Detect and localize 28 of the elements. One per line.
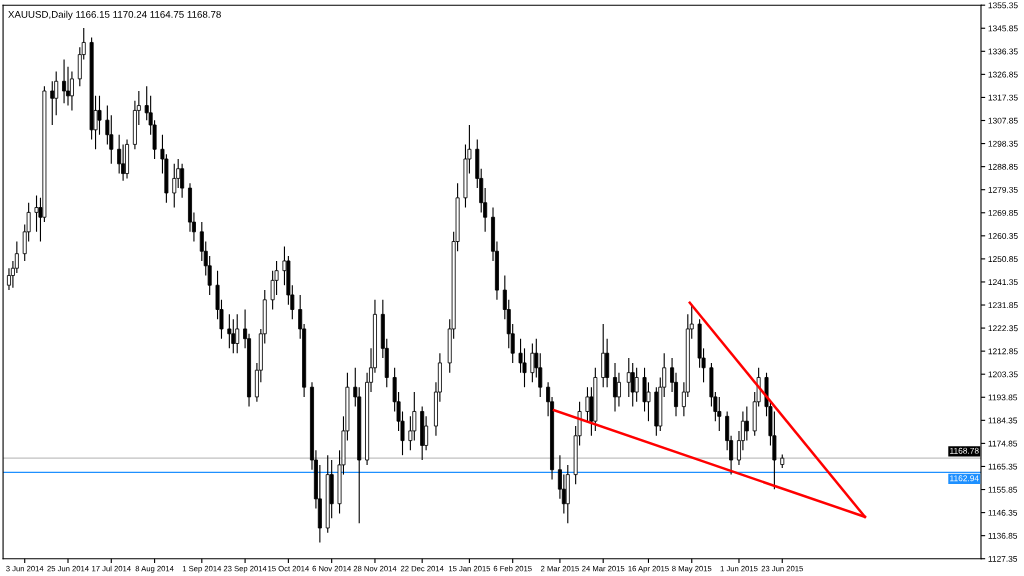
y-tick-label: 1193.85 bbox=[988, 394, 1018, 401]
y-tick-label: 1241.35 bbox=[988, 279, 1018, 286]
ref-line-label: 1168.78 bbox=[950, 447, 979, 454]
y-tick-label: 1260.35 bbox=[988, 233, 1018, 239]
y-tick-label: 1203.35 bbox=[988, 371, 1018, 378]
y-tick-label: 1174.85 bbox=[988, 440, 1018, 447]
y-tick-label: 1355.35 bbox=[988, 2, 1018, 9]
ref-line-label: 1162.94 bbox=[950, 475, 979, 482]
y-tick-label: 1298.35 bbox=[988, 140, 1018, 147]
y-tick-label: 1336.35 bbox=[988, 48, 1018, 55]
y-tick-label: 1326.85 bbox=[988, 71, 1018, 78]
y-tick-label: 1184.35 bbox=[988, 417, 1018, 424]
y-tick-label: 1345.85 bbox=[988, 25, 1018, 32]
y-tick-label: 1127.35 bbox=[988, 555, 1018, 562]
y-tick-label: 1155.85 bbox=[988, 486, 1018, 493]
y-tick-label: 1212.85 bbox=[988, 348, 1018, 355]
y-tick-label: 1231.85 bbox=[988, 302, 1018, 309]
y-tick-label: 1222.35 bbox=[988, 325, 1018, 332]
y-tick-label: 1288.85 bbox=[988, 163, 1018, 170]
y-tick-label: 1269.85 bbox=[988, 209, 1018, 216]
y-tick-label: 1146.35 bbox=[988, 509, 1018, 516]
y-tick-label: 1279.35 bbox=[988, 186, 1018, 193]
y-tick-label: 1317.35 bbox=[988, 94, 1018, 101]
y-tick-label: 1307.85 bbox=[988, 117, 1018, 124]
y-tick-label: 1250.85 bbox=[988, 256, 1018, 262]
y-tick-label: 1165.35 bbox=[988, 463, 1018, 470]
text: XAUUSD,Daily 1166.15 1170.24 1164.75 1168.78 bbox=[8, 10, 221, 20]
y-tick-label: 1136.85 bbox=[988, 532, 1018, 539]
